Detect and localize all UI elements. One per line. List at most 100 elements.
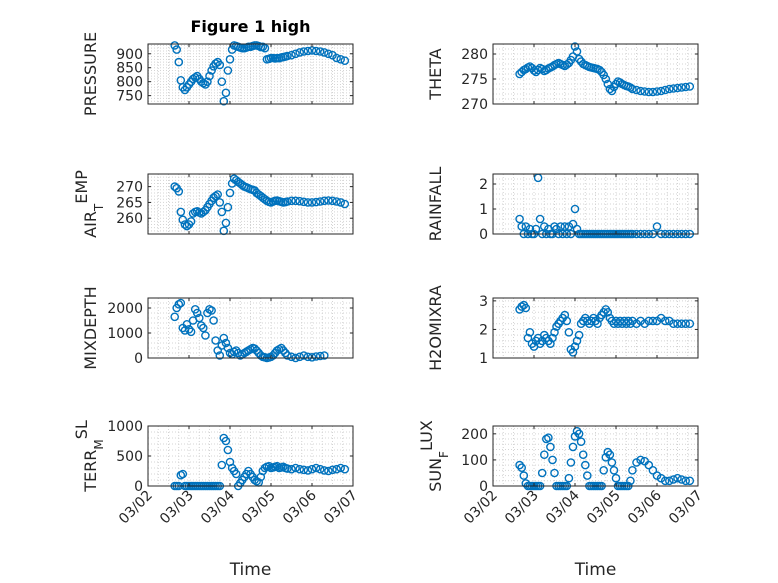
data-point xyxy=(564,473,574,483)
data-point xyxy=(519,471,529,480)
data-point xyxy=(221,218,231,228)
data-point xyxy=(211,336,220,345)
data-point xyxy=(233,348,243,358)
data-point xyxy=(517,463,527,473)
x-axis-label: Time xyxy=(229,560,272,580)
data-point xyxy=(550,222,559,231)
data-point xyxy=(332,464,341,474)
data-point xyxy=(221,338,231,348)
data-point xyxy=(578,450,588,460)
data-point xyxy=(611,79,621,89)
data-point xyxy=(319,351,329,360)
data-point xyxy=(665,476,674,486)
data-point xyxy=(311,463,321,473)
data-point xyxy=(215,351,225,360)
data-point xyxy=(295,464,305,474)
data-point xyxy=(219,333,229,343)
data-point xyxy=(287,464,296,474)
data-point xyxy=(607,458,617,467)
data-point xyxy=(217,460,227,470)
data-point xyxy=(328,465,337,475)
data-point xyxy=(211,191,220,201)
data-point xyxy=(669,475,678,484)
data-point xyxy=(531,224,541,234)
axes-frame xyxy=(492,43,699,105)
x-tick-label: 03/03 xyxy=(502,488,542,528)
data-point xyxy=(196,321,206,330)
data-point xyxy=(176,298,186,308)
data-point xyxy=(188,209,198,218)
data-point xyxy=(685,476,695,486)
x-tick-label: 03/05 xyxy=(584,488,624,528)
data-point xyxy=(213,190,222,199)
data-point xyxy=(207,66,216,75)
data-point xyxy=(593,319,602,329)
x-tick-label: 03/07 xyxy=(321,488,361,528)
data-point xyxy=(572,426,582,436)
data-point xyxy=(626,476,635,486)
data-point xyxy=(170,312,179,322)
data-point xyxy=(572,336,582,346)
data-point xyxy=(178,215,188,225)
data-point xyxy=(523,333,533,343)
axes-frame xyxy=(147,297,354,359)
data-point xyxy=(217,77,227,86)
data-point xyxy=(640,87,650,96)
data-point xyxy=(283,351,292,360)
data-point xyxy=(287,196,296,206)
data-point xyxy=(336,55,346,64)
data-point xyxy=(568,347,578,357)
data-point xyxy=(340,56,350,66)
data-point xyxy=(174,57,184,67)
data-point xyxy=(303,198,313,207)
data-point xyxy=(673,83,682,93)
data-point xyxy=(583,471,592,480)
y-axis-label: TERRMSL xyxy=(72,420,107,493)
data-point xyxy=(595,65,604,75)
axes-frame xyxy=(492,297,699,359)
data-point xyxy=(574,330,584,340)
y-axis-label: H2OMIXRA xyxy=(426,285,445,371)
y-tick-label: 2 xyxy=(479,322,488,338)
data-point xyxy=(548,455,557,465)
y-axis-label: PRESSURE xyxy=(81,32,100,116)
data-point xyxy=(215,60,225,70)
data-point xyxy=(656,86,666,96)
data-point xyxy=(231,469,241,479)
data-point xyxy=(677,83,686,92)
data-point xyxy=(295,352,305,362)
data-point xyxy=(287,352,296,362)
data-point xyxy=(648,316,658,326)
data-point xyxy=(336,463,346,473)
y-tick-label: 100 xyxy=(461,453,488,469)
data-point xyxy=(332,53,341,63)
y-tick-label: 1 xyxy=(479,202,488,218)
data-point xyxy=(174,299,184,309)
data-point xyxy=(221,88,231,98)
data-point xyxy=(515,214,524,224)
data-point xyxy=(636,86,645,96)
data-point xyxy=(648,465,658,475)
data-point xyxy=(574,429,584,439)
y-tick-label: 900 xyxy=(116,47,143,63)
y-axis-label: AIRTEMP xyxy=(72,170,107,238)
data-point xyxy=(324,196,333,205)
data-point xyxy=(291,196,300,206)
y-tick-label: 1000 xyxy=(107,326,143,342)
data-point xyxy=(628,465,637,475)
data-point xyxy=(681,319,691,329)
data-point xyxy=(611,473,621,483)
data-point xyxy=(673,473,682,483)
y-tick-label: 1000 xyxy=(107,419,143,435)
data-point xyxy=(315,464,325,474)
data-point xyxy=(291,49,300,59)
x-tick-label: 03/05 xyxy=(239,488,279,528)
data-point xyxy=(182,319,192,329)
y-axis-label: SUNFLUX xyxy=(417,420,452,492)
chart-title: Figure 1 high xyxy=(191,17,311,36)
data-point xyxy=(525,224,535,234)
data-point xyxy=(603,447,613,457)
data-point xyxy=(576,437,586,447)
data-point xyxy=(535,214,545,224)
data-point xyxy=(287,50,296,60)
